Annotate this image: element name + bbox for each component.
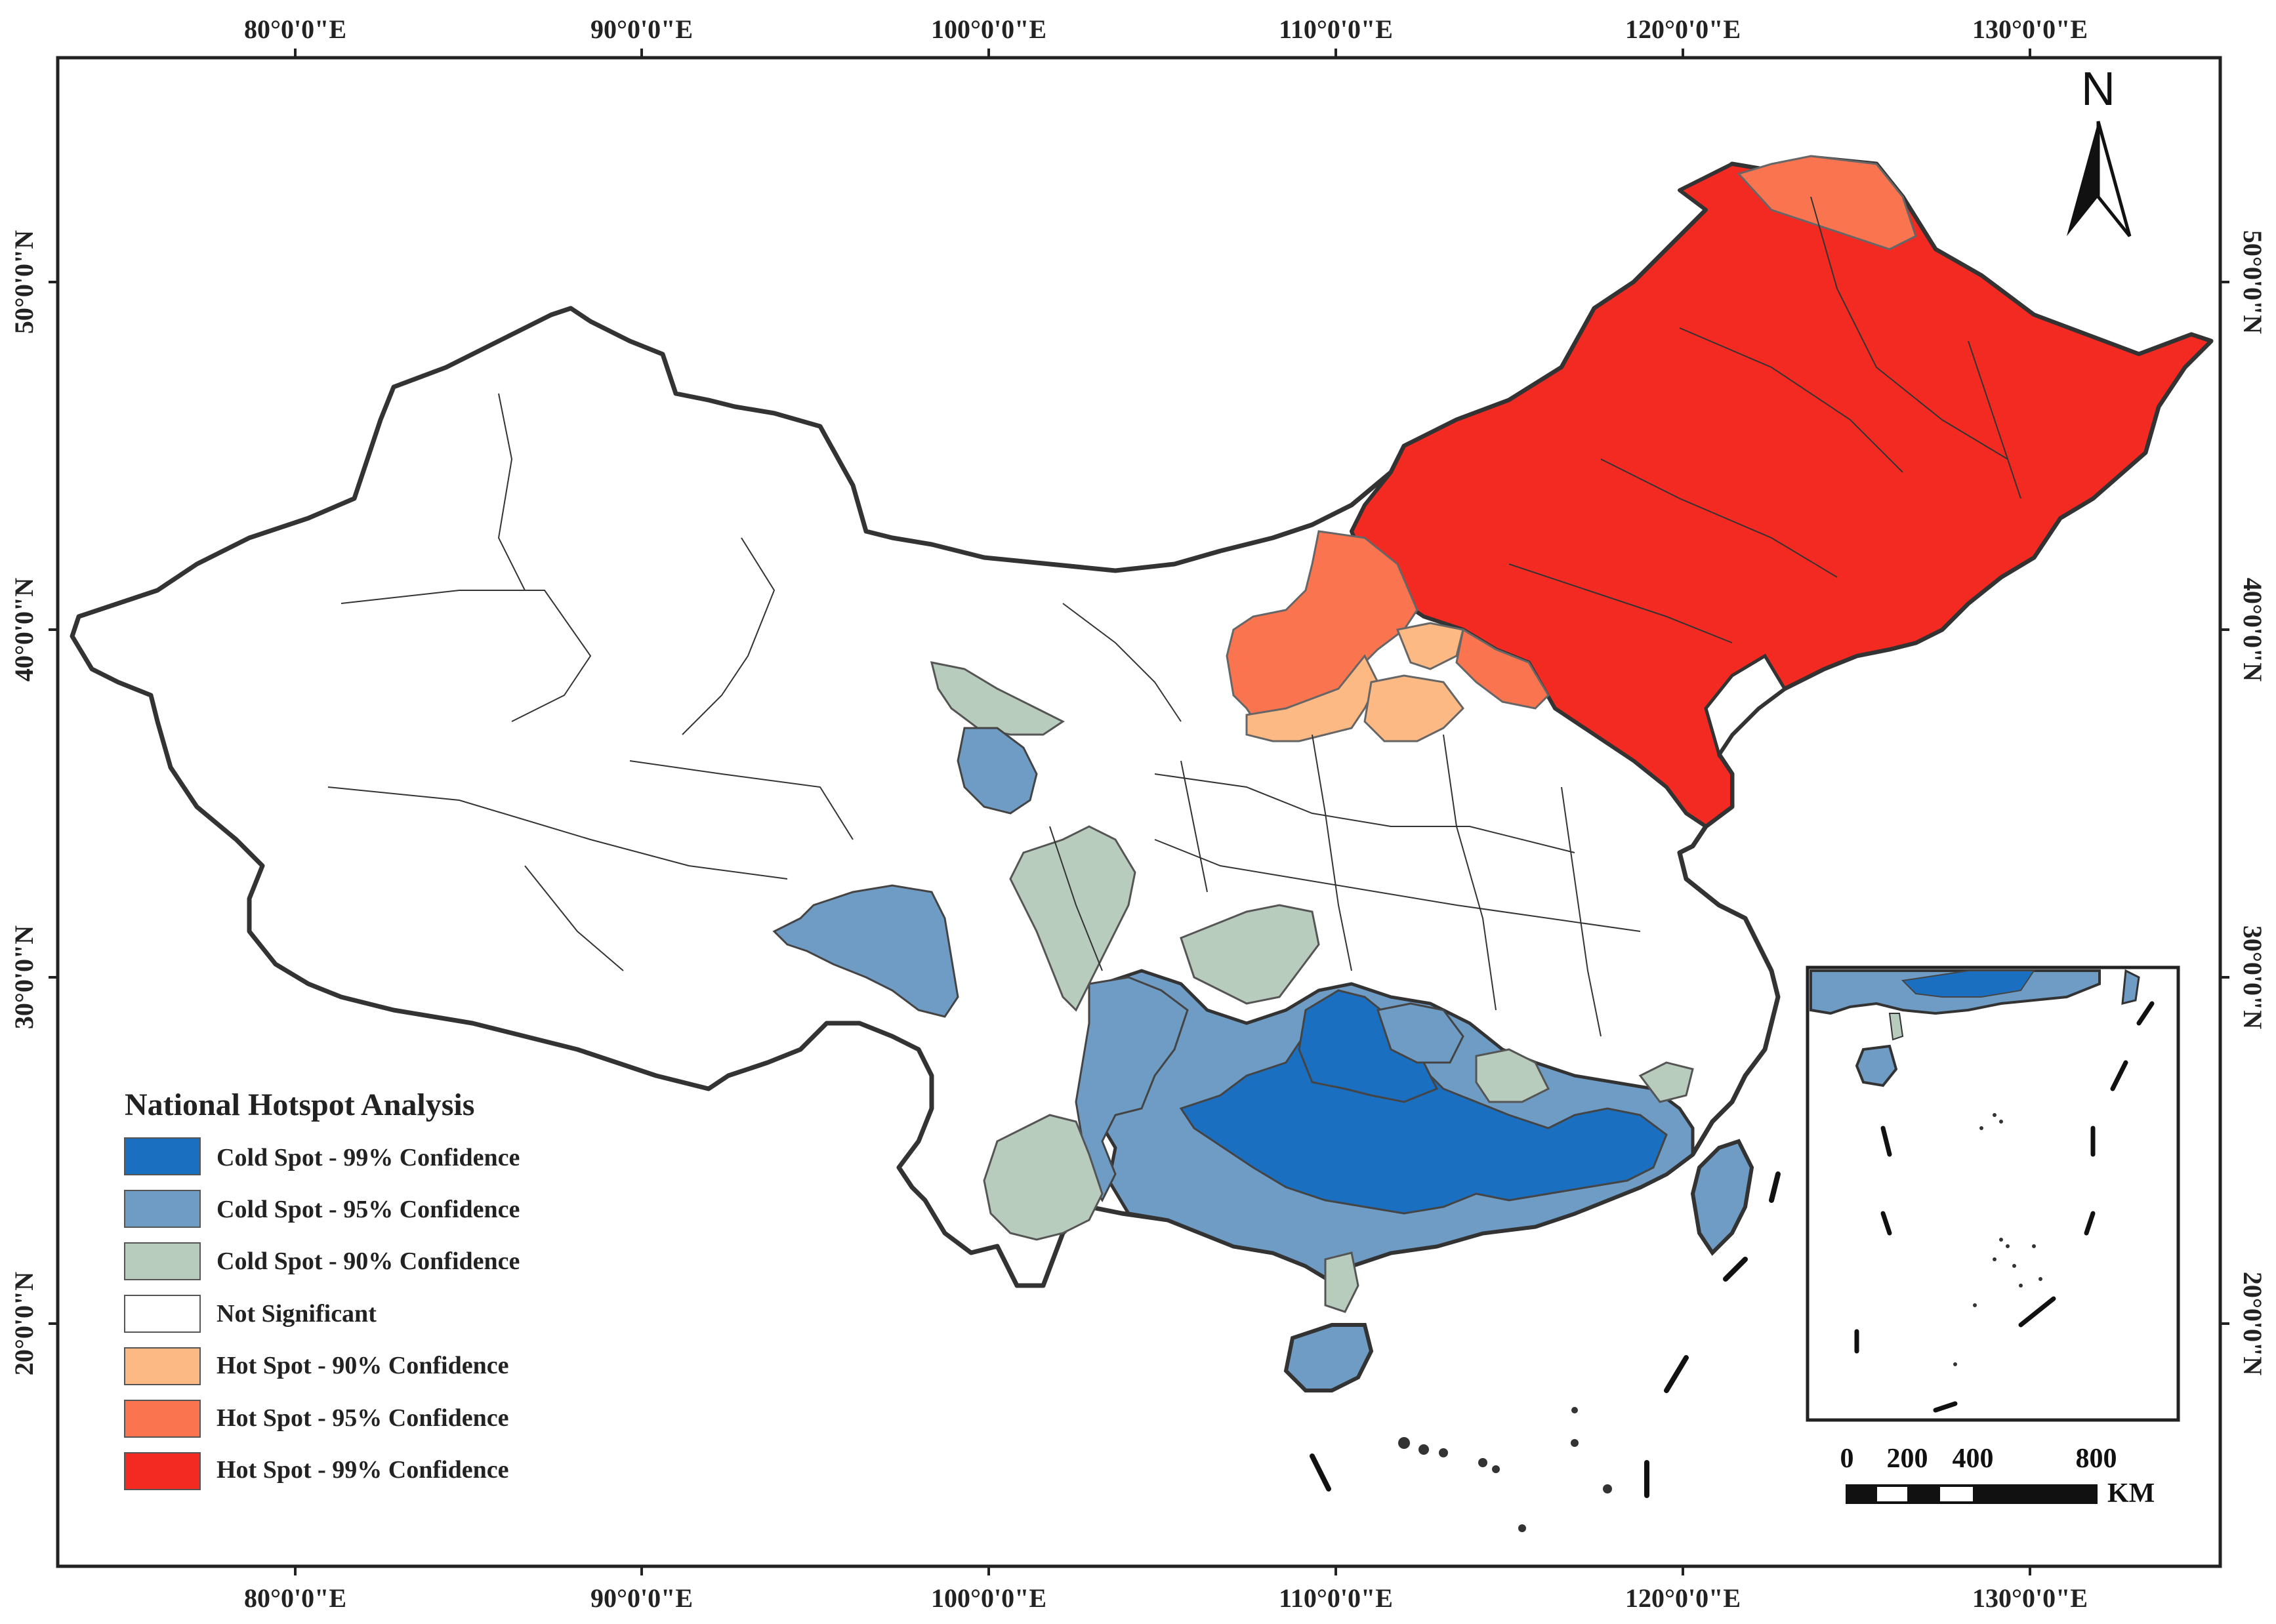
island-hainan — [1283, 1323, 1374, 1392]
region-coldspot-90-guangxi-west — [983, 1114, 1104, 1241]
legend-item: Cold Spot - 95% Confidence — [124, 1190, 520, 1228]
region-hotspot-90-b — [1245, 654, 1379, 742]
lon-label-top-100: 100°0'0"E — [931, 14, 1046, 44]
region-coldspot-95-qinghai — [957, 727, 1038, 815]
scale-unit: KM — [2107, 1478, 2155, 1509]
region-coldspot-95-yunnan — [1075, 976, 1189, 1202]
legend-label: Cold Spot - 95% Confidence — [217, 1196, 520, 1223]
lon-label-top-120: 120°0'0"E — [1625, 14, 1741, 44]
region-hotspot-90-a — [1396, 622, 1464, 670]
internal-borders — [327, 196, 2021, 1037]
lon-label-top-130: 130°0'0"E — [1972, 14, 2088, 44]
region-coldspot-95-hubei — [1376, 1002, 1464, 1064]
lon-label-bottom-80: 80°0'0"E — [244, 1583, 346, 1613]
inset-map — [1806, 965, 2180, 1422]
legend-item: Cold Spot - 90% Confidence — [124, 1242, 520, 1280]
lat-label-right-40: 40°0'0"N — [2238, 578, 2267, 681]
lon-label-bottom-120: 120°0'0"E — [1625, 1583, 1741, 1613]
legend-item: Not Significant — [124, 1295, 377, 1333]
region-coldspot-90-zhejiang — [1638, 1061, 1694, 1103]
lat-label-left-30: 30°0'0"N — [9, 925, 39, 1029]
legend-title: National Hotspot Analysis — [125, 1087, 474, 1122]
nine-dash-line — [1310, 1171, 1781, 1498]
lon-label-top-90: 90°0'0"E — [590, 14, 693, 44]
region-hotspot-90-c — [1363, 674, 1464, 742]
region-coldspot-90-chongqing — [1180, 904, 1320, 1005]
legend-item: Hot Spot - 99% Confidence — [124, 1452, 508, 1490]
lat-label-left-50: 50°0'0"N — [9, 230, 39, 334]
lat-label-left-20: 20°0'0"N — [9, 1272, 39, 1375]
north-arrow-label: N — [2081, 63, 2115, 115]
north-arrow-icon — [2067, 121, 2098, 236]
legend-item: Hot Spot - 90% Confidence — [124, 1347, 508, 1385]
lon-label-bottom-90: 90°0'0"E — [590, 1583, 693, 1613]
region-hotspot-95-middle — [1455, 628, 1550, 710]
legend-item: Hot Spot - 95% Confidence — [124, 1400, 508, 1438]
region-coldspot-90-sichuan — [1009, 825, 1136, 1012]
legend-label: Hot Spot - 90% Confidence — [217, 1352, 508, 1379]
region-coldspot-95-tibet-east — [772, 884, 959, 1018]
region-coldspot-99-hunan — [1298, 989, 1439, 1103]
legend-label: Hot Spot - 95% Confidence — [217, 1404, 508, 1432]
lat-label-left-40: 40°0'0"N — [9, 578, 39, 681]
scale-label-400: 400 — [1953, 1444, 1994, 1474]
scale-label-0: 0 — [1840, 1444, 1854, 1474]
lon-label-bottom-130: 130°0'0"E — [1972, 1583, 2088, 1613]
legend-label: Cold Spot - 90% Confidence — [217, 1248, 520, 1275]
legend: National Hotspot Analysis Cold Spot - 99… — [124, 1087, 520, 1490]
scale-label-800: 800 — [2076, 1444, 2117, 1474]
lon-label-top-110: 110°0'0"E — [1279, 14, 1393, 44]
lon-label-top-80: 80°0'0"E — [244, 14, 346, 44]
scale-bar: 0 200 400 800 KM — [1840, 1444, 2155, 1509]
legend-label: Not Significant — [217, 1300, 377, 1328]
lat-label-right-50: 50°0'0"N — [2238, 230, 2267, 334]
lon-label-bottom-110: 110°0'0"E — [1279, 1583, 1393, 1613]
legend-item: Cold Spot - 99% Confidence — [124, 1137, 520, 1175]
scale-label-200: 200 — [1887, 1444, 1928, 1474]
lat-label-right-20: 20°0'0"N — [2238, 1272, 2267, 1375]
island-taiwan — [1690, 1139, 1754, 1256]
graticule-ticks — [49, 49, 2229, 1575]
legend-label: Hot Spot - 99% Confidence — [217, 1456, 508, 1484]
region-coldspot-90-qinghai — [930, 661, 1065, 736]
region-coldspot-90-leizhou — [1324, 1251, 1359, 1313]
inset-frame — [1806, 965, 2180, 1422]
bohai-gulf — [1704, 653, 1787, 758]
region-coldspot-90-fujian — [1475, 1048, 1550, 1103]
lon-label-bottom-100: 100°0'0"E — [931, 1583, 1046, 1613]
south-sea-islands — [1398, 1407, 1612, 1532]
region-hotspot-95-top — [1737, 155, 1917, 251]
north-arrow: N — [2067, 63, 2132, 237]
lat-label-right-30: 30°0'0"N — [2238, 925, 2267, 1029]
legend-label: Cold Spot - 99% Confidence — [217, 1144, 520, 1171]
